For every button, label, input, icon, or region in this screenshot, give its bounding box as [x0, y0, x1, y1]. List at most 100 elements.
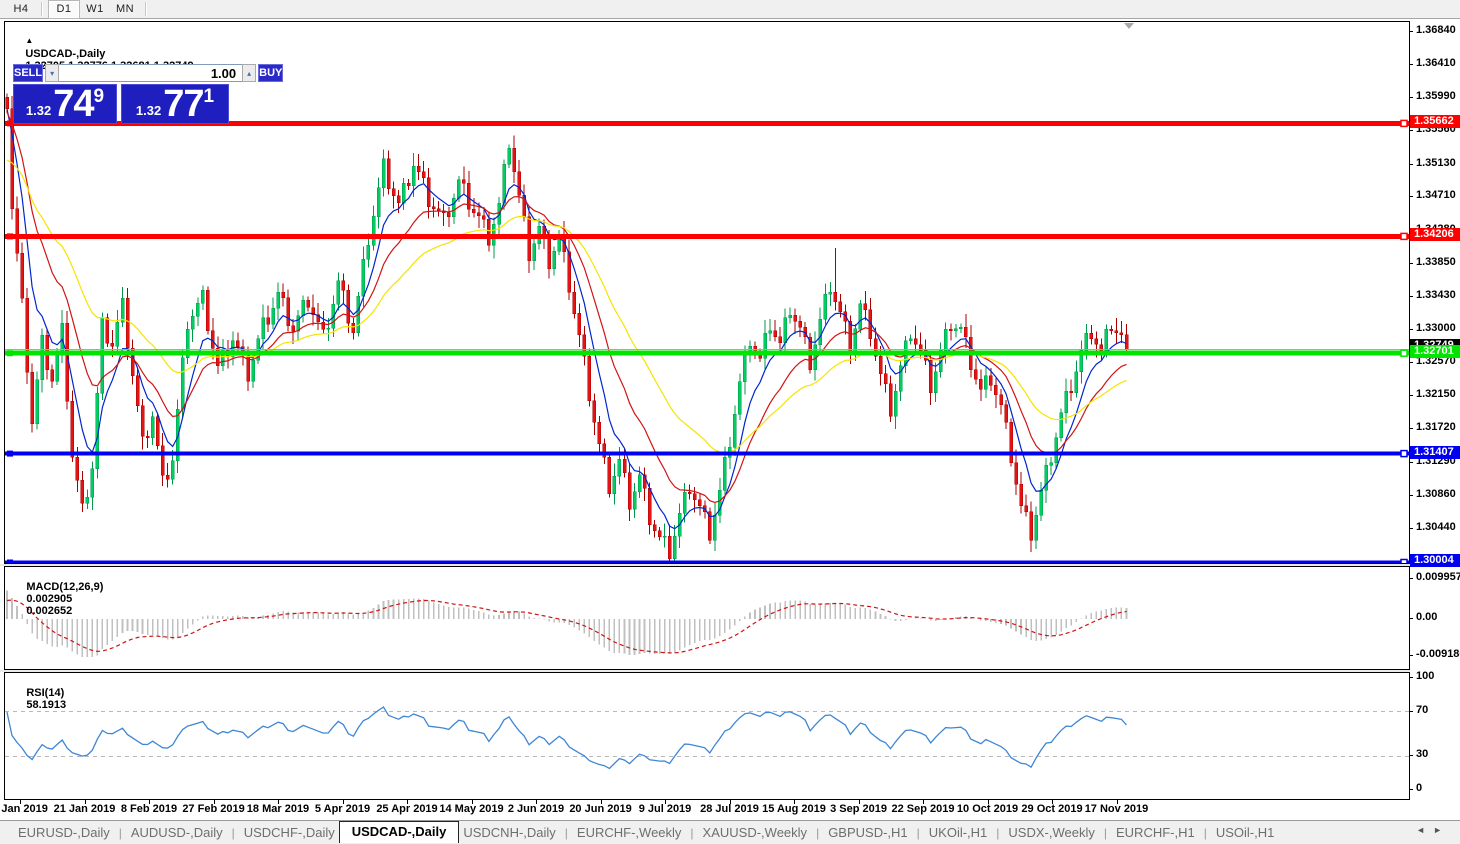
- timeframe-button-w1[interactable]: W1: [86, 3, 104, 15]
- price-tick-label: 1.35990: [1416, 89, 1456, 102]
- tab-separator: |: [1103, 825, 1107, 840]
- tab-separator: |: [231, 825, 235, 840]
- volume-input[interactable]: [59, 64, 243, 82]
- price-tick-mark: [1409, 163, 1413, 165]
- price-tick-mark: [1409, 527, 1413, 529]
- price-tick-label: 1.35130: [1416, 156, 1456, 169]
- volume-decrease-button[interactable]: ▾: [45, 64, 60, 82]
- date-tick-mark: [794, 800, 795, 804]
- rsi-tick-mark: [1409, 789, 1413, 790]
- date-tick-label: 29 Oct 2019: [1021, 803, 1083, 815]
- tab-usdcad-daily[interactable]: USDCAD-,Daily: [338, 820, 460, 843]
- tab-gbpusd-h1[interactable]: GBPUSD-,H1: [828, 825, 908, 840]
- tab-eurusd-daily[interactable]: EURUSD-,Daily: [18, 825, 110, 840]
- tab-scroll-arrows: ◄►: [1416, 825, 1450, 835]
- macd-plot[interactable]: [5, 567, 1409, 669]
- tab-audusd-daily[interactable]: AUDUSD-,Daily: [130, 825, 223, 840]
- price-tick-mark: [1409, 428, 1413, 430]
- macd-tick-label: 0.00: [1416, 611, 1438, 623]
- date-tick-label: 8 Feb 2019: [120, 803, 178, 815]
- macd-layer: [6, 590, 1128, 658]
- tab-separator: |: [564, 825, 568, 840]
- price-tick-mark: [1409, 394, 1413, 396]
- sell-price-prefix: 1.32: [25, 103, 52, 118]
- date-tick-mark: [278, 800, 279, 804]
- price-tick-label: 1.31720: [1416, 421, 1456, 434]
- tab-xauusd-weekly[interactable]: XAUUSD-,Weekly: [702, 825, 808, 840]
- rsi-tick-mark: [1409, 710, 1413, 712]
- panel-splitter-1[interactable]: [0, 564, 1460, 566]
- tab-ukoil-h1[interactable]: UKOil-,H1: [928, 825, 988, 840]
- rsi-label: RSI(14): [26, 687, 65, 699]
- macd-value-main: 0.002905: [26, 593, 73, 605]
- panel-splitter-2[interactable]: [0, 670, 1460, 672]
- rsi-header: RSI(14) 58.1913: [8, 675, 66, 723]
- tab-eurchf-h1[interactable]: EURCHF-,H1: [1116, 825, 1195, 840]
- price-tick-mark: [1409, 64, 1413, 66]
- hline-price-chip: 1.32701: [1410, 345, 1460, 359]
- timeframe-toolbar: H4 D1 W1 MN: [0, 0, 1460, 19]
- date-axis[interactable]: 2 Jan 2019 21 Jan 2019 8 Feb 2019 27 Feb 20…: [0, 800, 1410, 818]
- date-tick-label: 25 Apr 2019: [376, 803, 438, 815]
- volume-spinner: ▾ ▴: [45, 64, 257, 82]
- date-tick-label: 17 Nov 2019: [1084, 803, 1149, 815]
- volume-increase-button[interactable]: ▴: [242, 64, 257, 82]
- date-tick-label: 21 Jan 2019: [53, 803, 116, 815]
- tab-scroll-right-icon[interactable]: ►: [1433, 825, 1450, 835]
- tab-usdx-weekly[interactable]: USDX-,Weekly: [1008, 825, 1095, 840]
- timeframe-button-d1[interactable]: D1: [48, 0, 80, 19]
- candlestick-chart[interactable]: [5, 22, 1409, 563]
- date-tick-mark: [84, 800, 86, 804]
- main-chart-panel[interactable]: ▲ USDCAD-,Daily 1.32705 1.32776 1.32681 …: [4, 21, 1410, 564]
- macd-panel[interactable]: MACD(12,26,9) 0.002905 0.002652: [4, 566, 1410, 670]
- candles-layer: [5, 93, 1409, 563]
- hline-price-chip: 1.31407: [1410, 445, 1460, 459]
- macd-tick-label: 0.009957: [1416, 571, 1460, 583]
- tab-eurchf-weekly[interactable]: EURCHF-,Weekly: [576, 825, 682, 840]
- chevron-down-icon: ▾: [50, 68, 55, 78]
- timeframe-button-mn[interactable]: MN: [115, 3, 135, 15]
- price-tick-mark: [1409, 31, 1413, 32]
- timeframe-button-h4[interactable]: H4: [13, 3, 29, 15]
- date-tick-label: 22 Sep 2019: [891, 803, 955, 815]
- date-tick-label: 10 Oct 2019: [956, 803, 1019, 815]
- collapse-icon[interactable]: ▲: [25, 36, 34, 45]
- price-tick-label: 1.30860: [1416, 488, 1456, 501]
- rsi-plot[interactable]: [5, 673, 1409, 799]
- date-tick-mark: [471, 800, 473, 804]
- tab-scroll-left-icon[interactable]: ◄: [1416, 825, 1434, 835]
- price-tick-label: 1.30440: [1416, 520, 1456, 533]
- rsi-panel[interactable]: RSI(14) 58.1913: [4, 672, 1410, 800]
- tab-usoil-h1[interactable]: USOil-,H1: [1215, 825, 1275, 840]
- macd-header: MACD(12,26,9) 0.002905 0.002652: [8, 569, 103, 629]
- date-tick-mark: [729, 800, 731, 804]
- rsi-tick-label: 30: [1416, 748, 1429, 761]
- macd-tick-label: -0.009186: [1416, 647, 1460, 660]
- rsi-tick-mark: [1409, 677, 1413, 678]
- buy-price-prefix: 1.32: [135, 103, 162, 118]
- buy-button[interactable]: BUY: [258, 64, 284, 82]
- tab-separator: |: [118, 825, 122, 840]
- tab-usdchf-daily[interactable]: USDCHF-,Daily: [243, 825, 335, 840]
- date-tick-mark: [213, 800, 215, 804]
- price-tick-mark: [1409, 295, 1413, 297]
- price-tick-label: 1.36840: [1416, 24, 1456, 36]
- chart-shift-marker[interactable]: [1124, 23, 1134, 29]
- date-tick-label: 5 Apr 2019: [314, 803, 371, 815]
- price-tick-mark: [1409, 263, 1413, 265]
- rsi-layer: [5, 706, 1409, 770]
- hline-price-chip: 1.35662: [1410, 115, 1460, 129]
- price-tick-mark: [1409, 328, 1413, 330]
- buy-price-display[interactable]: 1.32 77 1: [121, 84, 229, 124]
- sell-price-display[interactable]: 1.32 74 9: [13, 84, 117, 124]
- sell-button[interactable]: SELL: [13, 64, 44, 82]
- tab-usdcnh-daily[interactable]: USDCNH-,Daily: [463, 825, 556, 840]
- sell-price-pip: 9: [93, 86, 105, 107]
- date-tick-mark: [536, 800, 537, 804]
- date-tick-mark: [987, 800, 989, 804]
- date-tick-label: 18 Mar 2019: [246, 803, 310, 815]
- price-tick-mark: [1409, 96, 1413, 98]
- price-axis[interactable]: 1.36840 1.36410 1.35990 1.35560 1.35130 1.347…: [1409, 21, 1460, 818]
- rsi-tick-label: 70: [1416, 703, 1429, 716]
